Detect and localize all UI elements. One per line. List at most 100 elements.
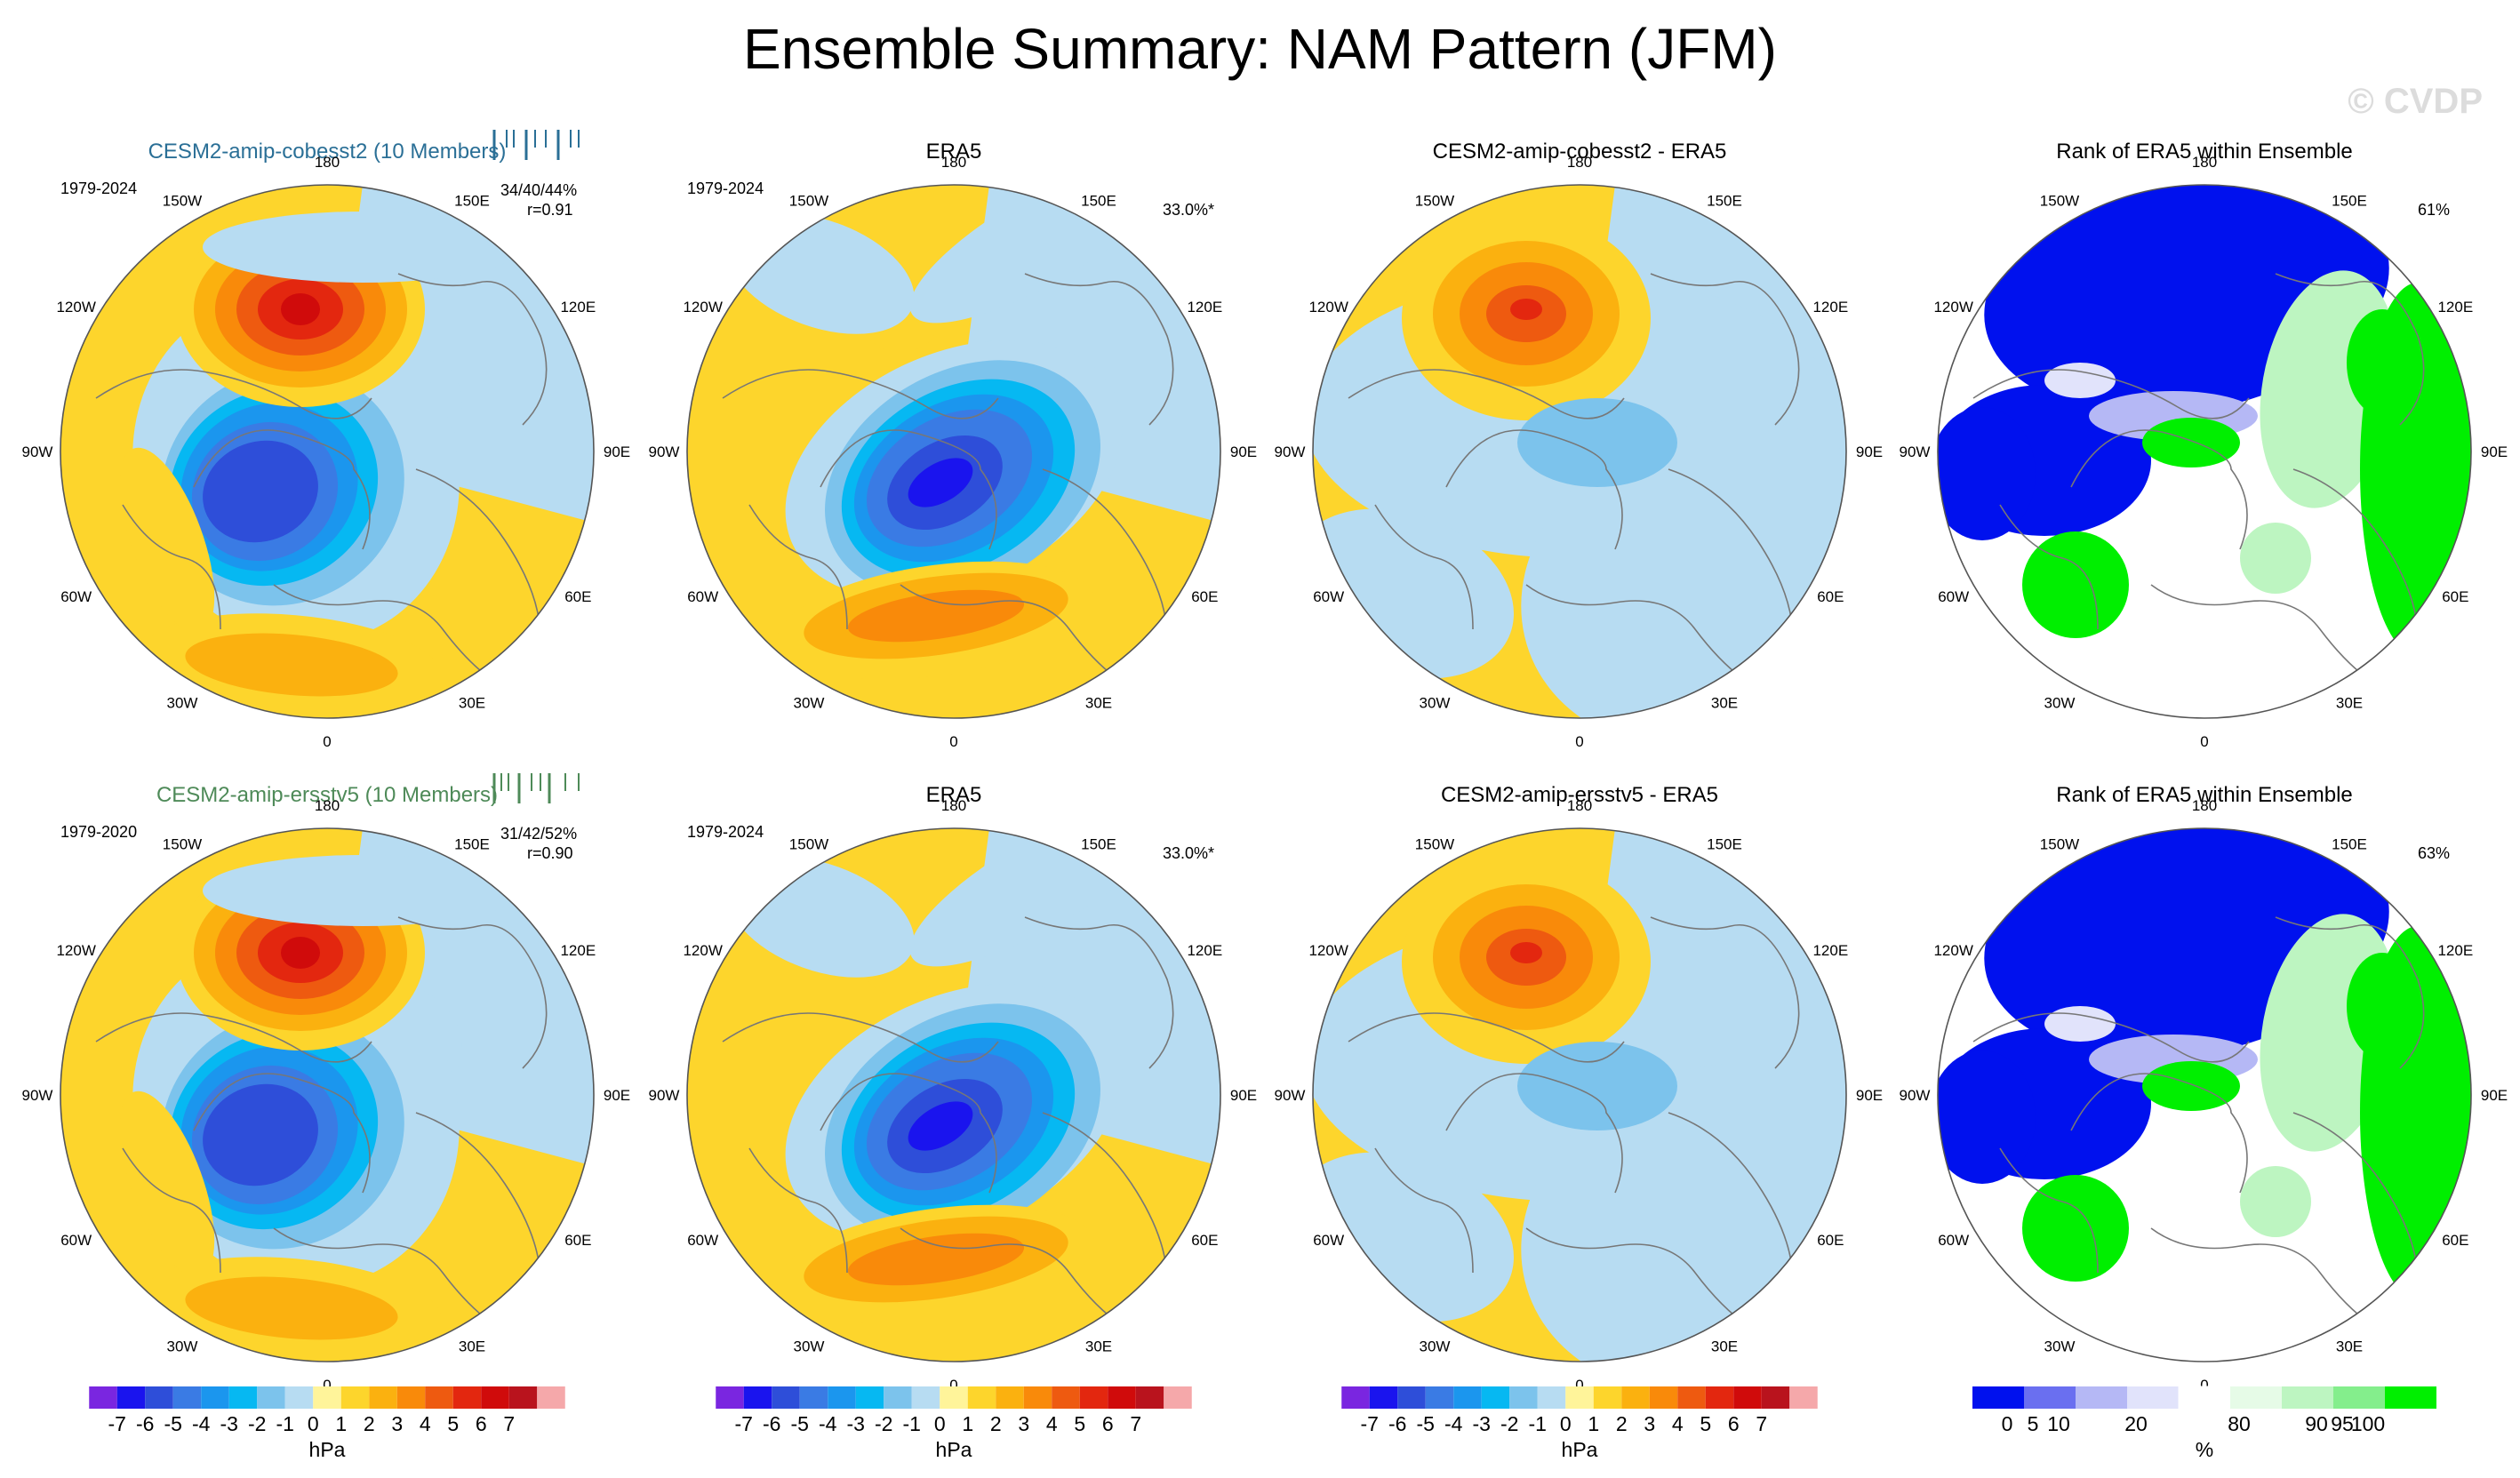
longitude-label-120e: 120E: [2437, 942, 2473, 959]
longitude-label-60e: 60E: [1817, 588, 1844, 605]
colorbar-swatch: [2127, 1386, 2179, 1409]
coastline: [1374, 1147, 1474, 1274]
map-border: [1937, 184, 2472, 719]
colorbar-tick-label: 4: [1672, 1412, 1684, 1435]
contour-region: [2142, 1061, 2240, 1111]
longitude-label-120e: 120E: [1812, 942, 1848, 959]
map-area: [687, 185, 1220, 718]
colorbar-tick-label: -1: [1529, 1412, 1547, 1435]
colorbar-swatch: [1341, 1386, 1370, 1409]
longitude-label-60e: 60E: [2442, 588, 2468, 605]
colorbar-swatch: [1593, 1386, 1622, 1409]
coastline: [193, 1073, 371, 1194]
longitude-label-180: 180: [2192, 797, 2217, 814]
colorbar-tick-label: -5: [164, 1412, 182, 1435]
colorbar-swatch: [828, 1386, 856, 1409]
longitude-label-60w: 60W: [1313, 588, 1344, 605]
longitude-label-150w: 150W: [163, 836, 202, 853]
pattern-corr-label: r=0.90: [527, 844, 573, 862]
colorbar-tick-label: -1: [903, 1412, 921, 1435]
colorbar-swatch: [396, 1386, 426, 1409]
longitude-label-30e: 30E: [1711, 694, 1738, 711]
map-border: [60, 827, 595, 1362]
contour-region: [847, 1233, 1025, 1286]
colorbar-swatch: [743, 1386, 772, 1409]
panel-title: CESM2-amip-ersstv5 (10 Members): [156, 783, 498, 807]
colorbar-tick-label: -2: [1500, 1412, 1518, 1435]
colorbar-tick-label: 0: [2002, 1412, 2013, 1435]
colorbar-tick-label: 4: [420, 1412, 431, 1435]
colorbar-tick-label: -5: [1417, 1412, 1435, 1435]
longitude-label-0: 0: [1575, 1377, 1583, 1394]
map-area: [1938, 828, 2471, 1362]
coastline: [900, 1227, 1124, 1327]
longitude-label-30w: 30W: [2044, 1338, 2076, 1354]
colorbar-swatch: [911, 1386, 940, 1409]
longitude-label-30w: 30W: [167, 694, 198, 711]
colorbar-swatch: [1052, 1386, 1080, 1409]
colorbar-swatch: [201, 1386, 229, 1409]
coastline: [415, 1112, 541, 1282]
colorbar-swatch: [884, 1386, 912, 1409]
coastline: [1972, 1012, 2250, 1063]
colorbar-swatch: [1135, 1386, 1164, 1409]
colorbar-swatch: [228, 1386, 258, 1409]
coastline: [1999, 504, 2099, 630]
coastline: [1650, 273, 1800, 426]
colorbar-tick-label: 2: [990, 1412, 1002, 1435]
coastline: [273, 584, 497, 683]
coastlines: [1972, 916, 2425, 1327]
colorbar-swatch: [1425, 1386, 1454, 1409]
colorbar-swatch: [537, 1386, 565, 1409]
longitude-label-60e: 60E: [564, 1232, 591, 1249]
colorbar-tick-label: 6: [476, 1412, 487, 1435]
colorbar-tick-label: 6: [1102, 1412, 1114, 1435]
coastline: [722, 369, 999, 419]
coastline: [2070, 1073, 2248, 1194]
rank-percent-label: 61%: [2418, 201, 2450, 219]
variance-label: 33.0%*: [1163, 201, 1214, 219]
contour-region: [2142, 418, 2240, 467]
longitude-label-90w: 90W: [1275, 1087, 1306, 1104]
coastline: [1348, 1012, 1625, 1063]
longitude-label-180: 180: [315, 154, 340, 171]
longitude-label-30w: 30W: [167, 1338, 198, 1354]
variance-label: 33.0%*: [1163, 844, 1214, 862]
longitude-label-180: 180: [1567, 797, 1592, 814]
longitude-label-180: 180: [1567, 154, 1592, 171]
coastline: [1999, 1147, 2099, 1274]
longitude-label-90w: 90W: [1275, 443, 1306, 460]
colorbar-swatch: [1537, 1386, 1566, 1409]
panel-title: Rank of ERA5 within Ensemble: [2056, 783, 2353, 807]
contour-region: [1510, 942, 1542, 963]
colorbar-tick-label: 1: [1588, 1412, 1599, 1435]
colorbar-tick-label: 10: [2047, 1412, 2070, 1435]
coastline: [1374, 504, 1474, 630]
colorbar-tick-label: -6: [763, 1412, 780, 1435]
colorbar-tick-label: -4: [1444, 1412, 1463, 1435]
coastline: [1445, 429, 1623, 550]
coastlines: [1972, 273, 2425, 683]
map-area: [60, 828, 594, 1362]
panel-title: ERA5: [926, 140, 982, 164]
contour-region: [847, 589, 1025, 643]
colorbar-tick-label: 0: [308, 1412, 319, 1435]
longitude-label-0: 0: [949, 733, 957, 750]
page-title: Ensemble Summary: NAM Pattern (JFM): [743, 17, 1777, 81]
coastline: [748, 1147, 848, 1274]
longitude-label-30w: 30W: [1420, 1338, 1451, 1354]
colorbar-swatch: [172, 1386, 202, 1409]
colorbar-swatch: [1369, 1386, 1398, 1409]
colorbar-tick-label: 3: [1644, 1412, 1655, 1435]
longitude-label-180: 180: [2192, 154, 2217, 171]
longitude-label-120e: 120E: [1187, 942, 1222, 959]
coastline: [1348, 369, 1625, 419]
colorbar-anomaly: -7 -6 -5 -4 -3 -2 -1 0 1 2 3 4 5 6 7 hPa: [1341, 1386, 1818, 1461]
colorbar-swatch: [145, 1386, 173, 1409]
colorbar-tick-label: -7: [108, 1412, 126, 1435]
coastline: [2275, 916, 2425, 1069]
period-label: 1979-2024: [60, 180, 137, 197]
coastline: [748, 504, 848, 630]
